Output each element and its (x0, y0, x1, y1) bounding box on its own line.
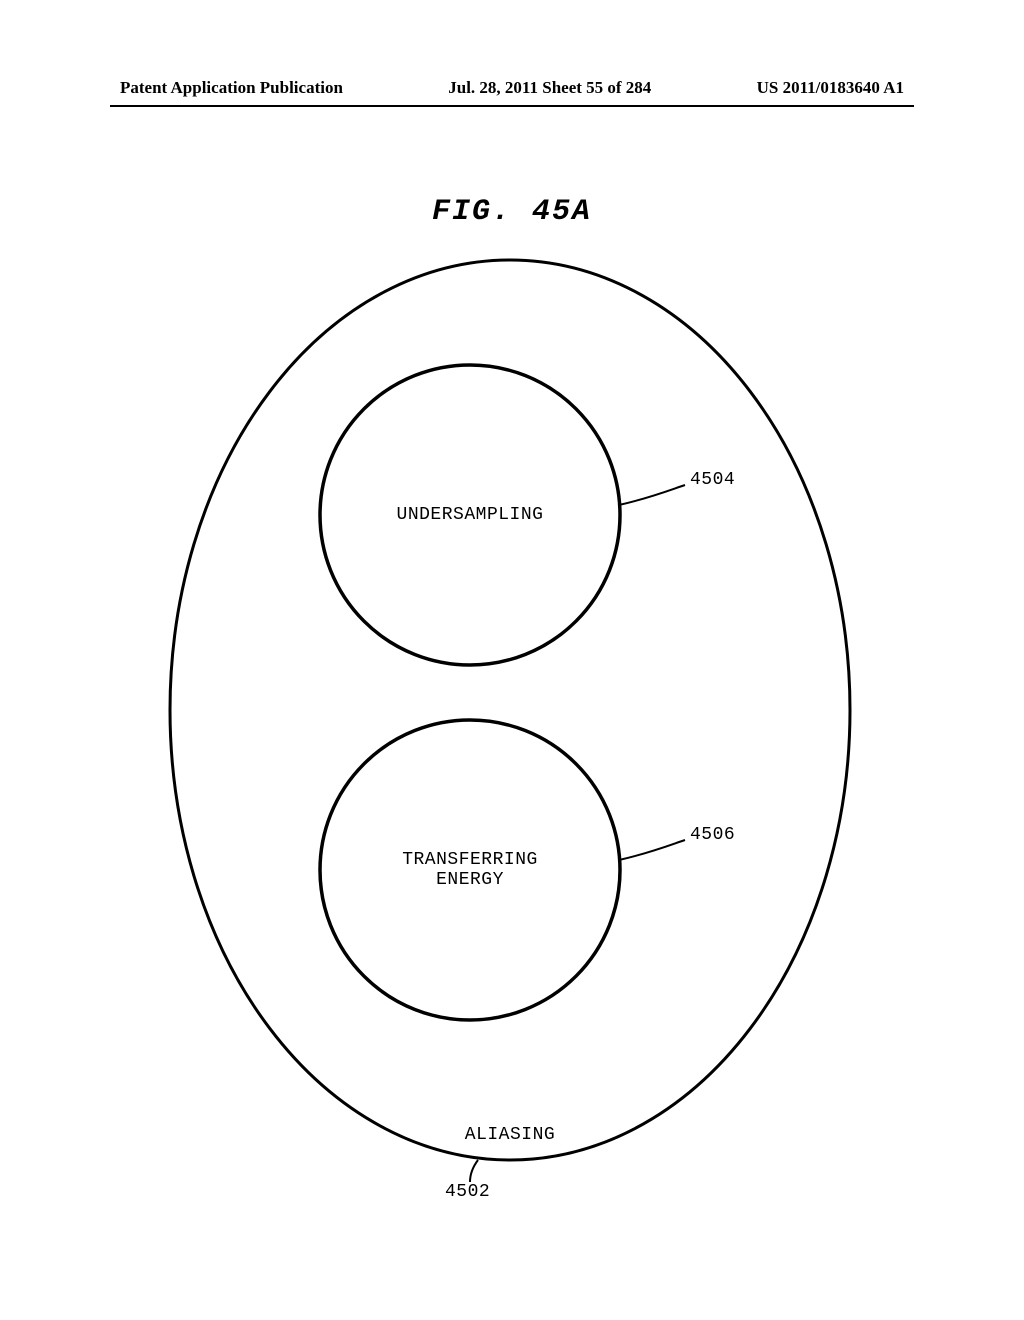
figure-title: FIG. 45A (0, 195, 1024, 229)
aliasing-label: ALIASING (420, 1125, 600, 1145)
diagram-svg (120, 230, 900, 1190)
undersampling-label: UNDERSAMPLING (370, 505, 570, 525)
transferring-label-line1: TRANSFERRING (370, 850, 570, 870)
header-rule (110, 105, 914, 107)
ref-4506: 4506 (690, 825, 735, 845)
page-header: Patent Application Publication Jul. 28, … (0, 78, 1024, 98)
ref-4502: 4502 (445, 1182, 490, 1202)
outer-ellipse (170, 260, 850, 1160)
header-left: Patent Application Publication (120, 78, 343, 98)
transferring-label-line2: ENERGY (370, 870, 570, 890)
leader-4506 (619, 840, 685, 860)
header-right: US 2011/0183640 A1 (757, 78, 904, 98)
venn-diagram: UNDERSAMPLING 4504 TRANSFERRING ENERGY 4… (120, 230, 900, 1150)
leader-4504 (619, 485, 685, 505)
leader-4502 (470, 1160, 478, 1182)
ref-4504: 4504 (690, 470, 735, 490)
header-center: Jul. 28, 2011 Sheet 55 of 284 (448, 78, 651, 98)
